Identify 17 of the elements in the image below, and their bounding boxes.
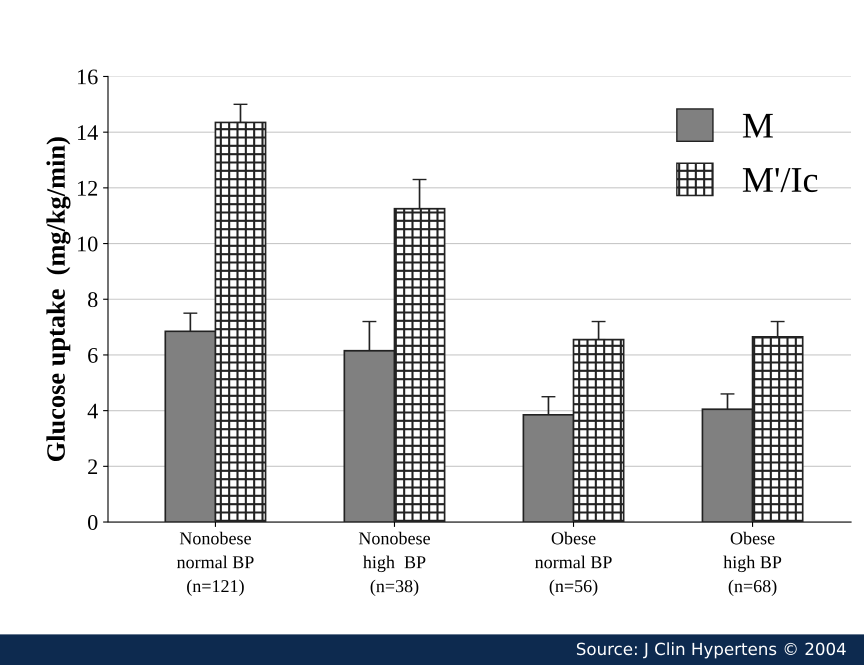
y-tick-label: 10 [78, 236, 98, 252]
x-tick-label: Nonobese high BP (n=38) [358, 532, 430, 596]
y-tick-label: 14 [78, 125, 98, 140]
y-tick-label: 2 [88, 459, 98, 474]
y-tick-label: 12 [78, 180, 98, 196]
legend-label: M'/Ic [742, 168, 818, 192]
y-tick-label: 8 [88, 292, 98, 308]
source-note: Source: J Clin Hypertens © 2004 [576, 642, 846, 658]
x-tick-label: Nonobese normal BP (n=121) [176, 532, 254, 596]
y-tick-label: 16 [78, 69, 98, 84]
y-tick-label: 4 [88, 404, 98, 418]
legend-label: M [742, 114, 773, 138]
x-tick-label: Obese normal BP (n=56) [535, 532, 612, 596]
y-tick-label: 0 [88, 514, 98, 530]
y-tick-label: 6 [88, 348, 98, 363]
y-axis-title: Glucose uptake (mg/kg/min) [46, 137, 70, 462]
x-tick-label: Obese high BP (n=68) [723, 532, 782, 596]
